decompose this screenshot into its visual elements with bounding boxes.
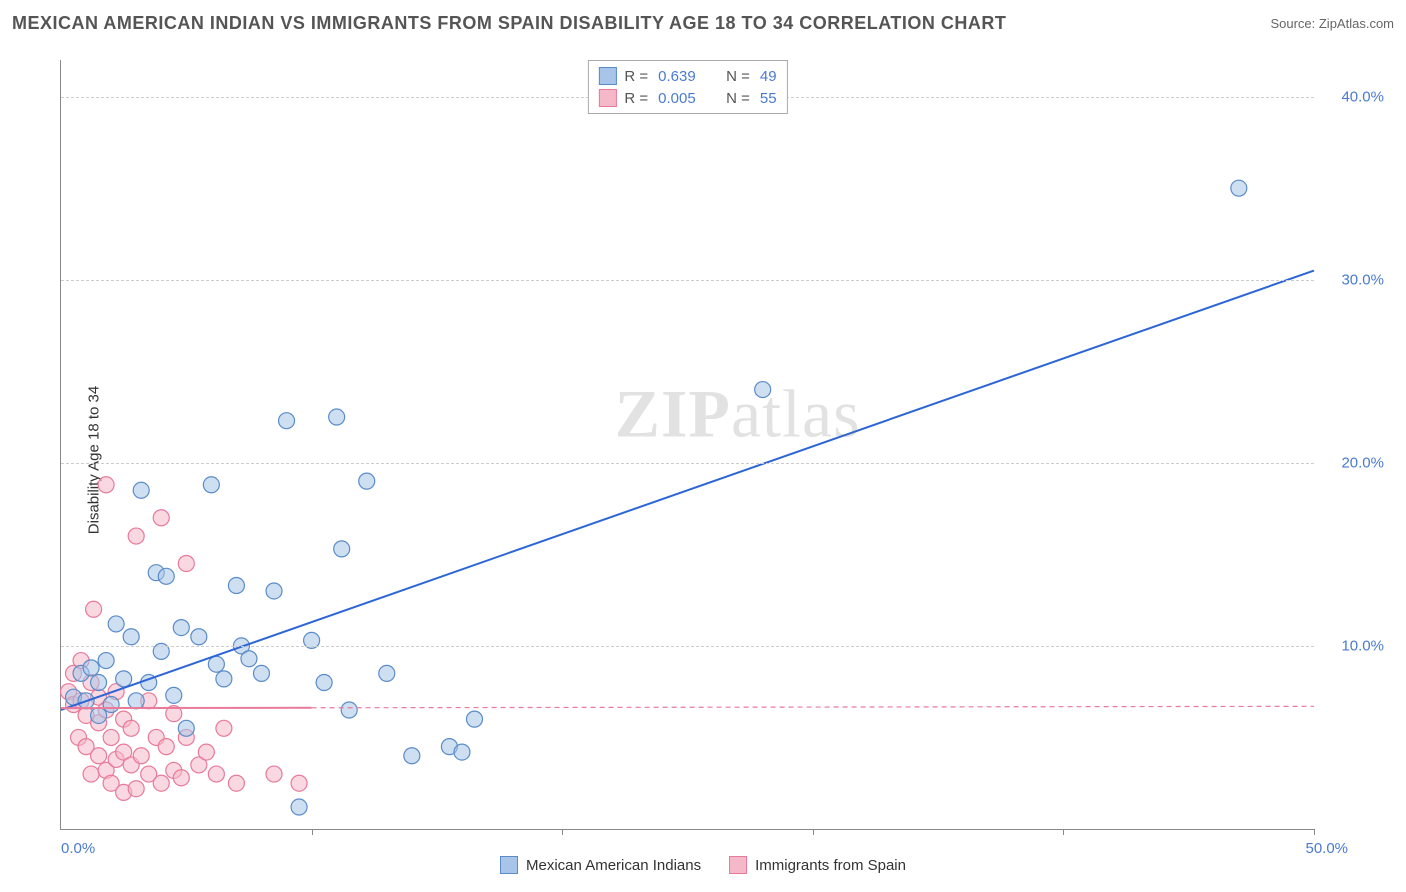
r-label: R = xyxy=(624,90,648,107)
y-tick-label: 20.0% xyxy=(1341,454,1384,471)
legend-row-series-2: R = 0.005 N = 55 xyxy=(598,87,776,109)
r-label: R = xyxy=(624,68,648,85)
n-value-2: 55 xyxy=(760,90,777,107)
legend-swatch-blue xyxy=(500,856,518,874)
x-tick-label: 0.0% xyxy=(61,840,95,857)
chart-header: MEXICAN AMERICAN INDIAN VS IMMIGRANTS FR… xyxy=(12,8,1394,38)
y-tick-label: 30.0% xyxy=(1341,271,1384,288)
legend-swatch-pink xyxy=(598,89,616,107)
legend-item-series-2: Immigrants from Spain xyxy=(729,856,906,874)
plot-region: ZIPatlas R = 0.639 N = 49 R = 0.005 N = … xyxy=(60,60,1314,830)
x-tick-label: 50.0% xyxy=(1305,840,1348,857)
n-label: N = xyxy=(726,90,750,107)
legend-label-2: Immigrants from Spain xyxy=(755,857,906,874)
chart-area: Disability Age 18 to 34 ZIPatlas R = 0.6… xyxy=(12,40,1394,880)
r-value-2: 0.005 xyxy=(658,90,708,107)
legend-item-series-1: Mexican American Indians xyxy=(500,856,701,874)
correlation-legend: R = 0.639 N = 49 R = 0.005 N = 55 xyxy=(587,60,787,114)
n-value-1: 49 xyxy=(760,68,777,85)
legend-swatch-blue xyxy=(598,67,616,85)
plot-svg xyxy=(61,60,1314,829)
legend-label-1: Mexican American Indians xyxy=(526,857,701,874)
n-label: N = xyxy=(726,68,750,85)
legend-row-series-1: R = 0.639 N = 49 xyxy=(598,65,776,87)
y-tick-label: 10.0% xyxy=(1341,637,1384,654)
legend-swatch-pink xyxy=(729,856,747,874)
series-legend: Mexican American Indians Immigrants from… xyxy=(500,856,906,874)
chart-title: MEXICAN AMERICAN INDIAN VS IMMIGRANTS FR… xyxy=(12,13,1006,34)
chart-source: Source: ZipAtlas.com xyxy=(1270,16,1394,31)
r-value-1: 0.639 xyxy=(658,68,708,85)
y-tick-label: 40.0% xyxy=(1341,88,1384,105)
